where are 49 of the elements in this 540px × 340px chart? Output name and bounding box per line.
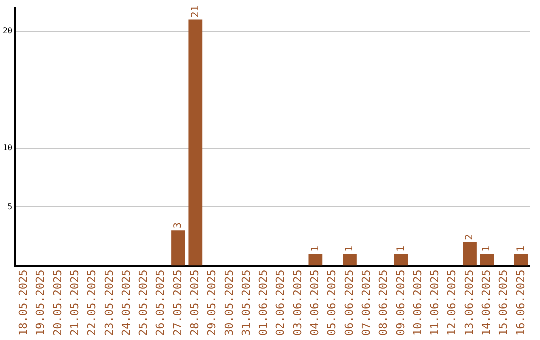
x-tick-label: 29.05.2025	[206, 270, 219, 336]
x-tick-label: 25.05.2025	[137, 270, 150, 336]
x-tick-label: 21.05.2025	[68, 270, 82, 336]
data-label: 1	[310, 246, 322, 252]
bar	[172, 230, 186, 266]
x-tick-label: 01.06.2025	[257, 270, 270, 336]
x-tick-label: 12.06.2025	[446, 270, 459, 336]
x-tick-label: 10.06.2025	[411, 270, 424, 336]
data-label: 21	[190, 6, 202, 18]
x-tick-label: 23.05.2025	[102, 270, 116, 336]
bar	[514, 254, 528, 266]
data-label: 1	[396, 246, 407, 252]
x-tick-label: 19.05.2025	[34, 270, 48, 336]
x-tick-label: 14.06.2025	[480, 270, 493, 336]
x-tick-label: 15.06.2025	[497, 270, 510, 336]
bar	[394, 254, 408, 266]
x-tick-label: 06.06.2025	[342, 270, 356, 336]
bar	[343, 254, 357, 266]
x-tick-label: 09.06.2025	[394, 270, 408, 336]
x-tick-label: 05.06.2025	[326, 270, 339, 336]
bar	[463, 242, 477, 266]
x-tick-label: 07.06.2025	[360, 270, 373, 336]
x-tick-label: 13.06.2025	[462, 270, 476, 336]
x-tick-label: 30.05.2025	[222, 270, 236, 336]
data-label: 3	[173, 222, 184, 229]
x-tick-label: 02.06.2025	[274, 270, 288, 336]
x-tick-label: 11.06.2025	[428, 270, 442, 336]
data-label: 1	[482, 246, 493, 252]
y-tick-label: 5	[8, 202, 13, 212]
bar	[188, 20, 203, 266]
x-tick-label: 04.06.2025	[308, 270, 322, 336]
x-tick-label: 08.06.2025	[377, 270, 390, 336]
y-tick-label: 20	[2, 26, 13, 36]
bar	[480, 254, 494, 266]
x-tick-label: 18.05.2025	[17, 270, 30, 336]
bar	[308, 254, 323, 266]
x-tick-label: 24.05.2025	[120, 270, 133, 336]
data-label: 1	[344, 246, 356, 252]
data-label: 2	[464, 234, 476, 240]
x-tick-label: 26.05.2025	[154, 270, 168, 336]
y-tick-label: 10	[2, 144, 13, 153]
x-tick-label: 20.05.2025	[51, 270, 64, 336]
x-tick-label: 28.05.2025	[188, 270, 202, 336]
data-label: 1	[516, 246, 528, 252]
x-tick-label: 03.06.2025	[291, 270, 304, 336]
x-tick-label: 16.06.2025	[514, 270, 528, 336]
x-tick-label: 31.05.2025	[240, 270, 253, 336]
x-tick-label: 22.05.2025	[86, 270, 99, 336]
x-tick-label: 27.05.2025	[171, 270, 184, 336]
